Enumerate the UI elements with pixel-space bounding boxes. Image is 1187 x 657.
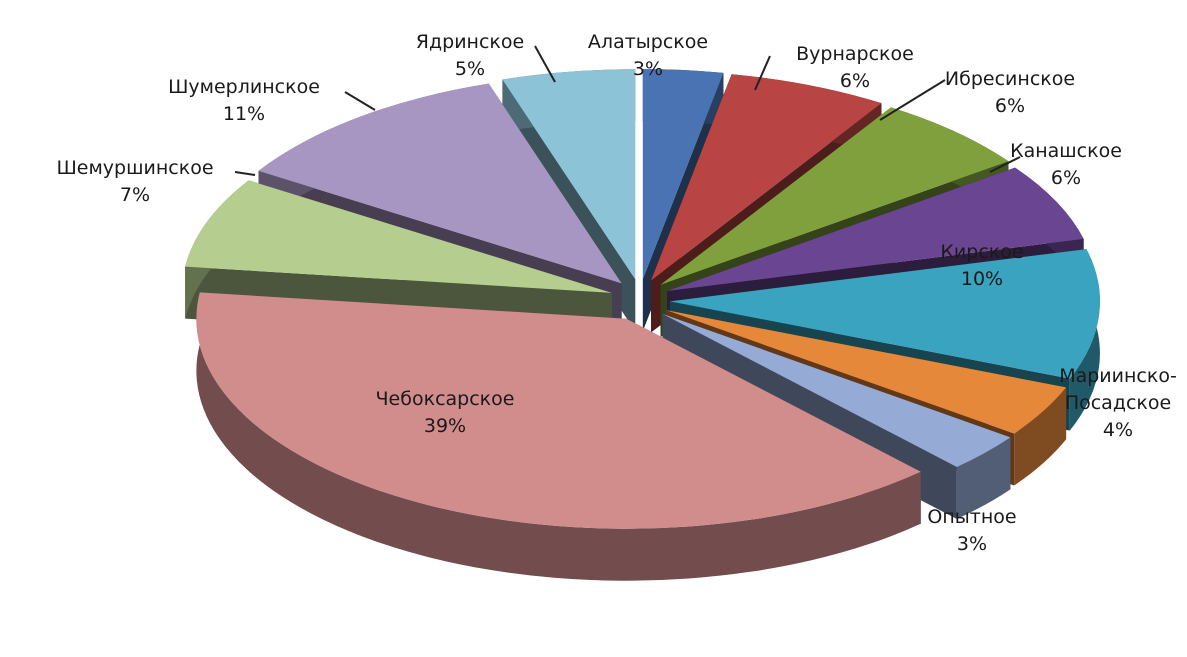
- slice-label: Ибресинское 6%: [945, 68, 1075, 117]
- slice-4: [667, 167, 1084, 292]
- slice-label: Опытное 3%: [927, 506, 1016, 555]
- leader-line: [879, 79, 946, 121]
- slice-8: [196, 292, 921, 529]
- slice-wall: [956, 437, 1011, 519]
- slice-name: Ибресинское: [945, 68, 1075, 90]
- leader-line: [234, 171, 256, 176]
- slice-label: Чебоксарское 39%: [376, 388, 515, 437]
- slice-percent: 6%: [1051, 167, 1081, 189]
- slice-name: Шемуршинское: [56, 157, 213, 179]
- leader-line: [754, 55, 771, 91]
- slice-percent: 7%: [120, 184, 150, 206]
- slice-labels: Алатырское 3%Вурнарское 6% Ибресинское 6%Кан…: [56, 31, 1176, 555]
- slice-label: Канашское 6%: [1010, 140, 1122, 189]
- slice-name: Чебоксарское: [376, 388, 515, 410]
- slice-percent: 3%: [633, 58, 663, 80]
- leader-line: [344, 91, 376, 111]
- slice-percent: 11%: [223, 103, 265, 125]
- slice-name: Алатырское: [588, 31, 708, 53]
- slice-label: Кирское 10%: [940, 241, 1023, 290]
- slice-10: [258, 83, 622, 284]
- slice-percent: 10%: [961, 268, 1003, 290]
- slice-name: Вурнарское: [796, 43, 914, 65]
- slice-name: Канашское: [1010, 140, 1122, 162]
- slice-3: [660, 107, 1009, 285]
- slice-wall: [196, 292, 921, 581]
- slice-9: [185, 180, 612, 293]
- slice-5: [669, 249, 1100, 379]
- slice-label: Шемуршинское 7%: [56, 157, 213, 206]
- slice-6: [666, 310, 1067, 434]
- slice-label: Шумерлинское 11%: [168, 76, 320, 125]
- slice-label: Ядринское 5%: [416, 31, 524, 80]
- leader-lines: [234, 45, 1021, 176]
- slice-percent: 4%: [1103, 419, 1133, 441]
- slice-name: Кирское: [940, 241, 1023, 263]
- pie-top-layer: [185, 69, 1100, 529]
- slice-label: Мариинско- Посадское 4%: [1059, 365, 1177, 441]
- slice-name: Шумерлинское: [168, 76, 320, 98]
- slice-percent: 6%: [840, 70, 870, 92]
- slice-name: Ядринское: [416, 31, 524, 53]
- slice-percent: 5%: [455, 58, 485, 80]
- slice-1: [642, 69, 724, 280]
- slice-name: Опытное: [927, 506, 1016, 528]
- slice-2: [651, 74, 882, 281]
- leader-line: [989, 156, 1021, 173]
- slice-percent: 3%: [957, 533, 987, 555]
- slice-name: Посадское: [1065, 392, 1171, 414]
- slice-percent: 6%: [995, 95, 1025, 117]
- slice-percent: 39%: [424, 415, 466, 437]
- slice-wall: [1014, 387, 1067, 486]
- slice-label: Алатырское 3%: [588, 31, 708, 80]
- slice-label: Вурнарское 6%: [796, 43, 914, 92]
- slice-11: [502, 69, 636, 280]
- slice-name: Мариинско-: [1059, 365, 1177, 387]
- leader-line: [534, 45, 556, 83]
- slice-7: [662, 313, 1011, 467]
